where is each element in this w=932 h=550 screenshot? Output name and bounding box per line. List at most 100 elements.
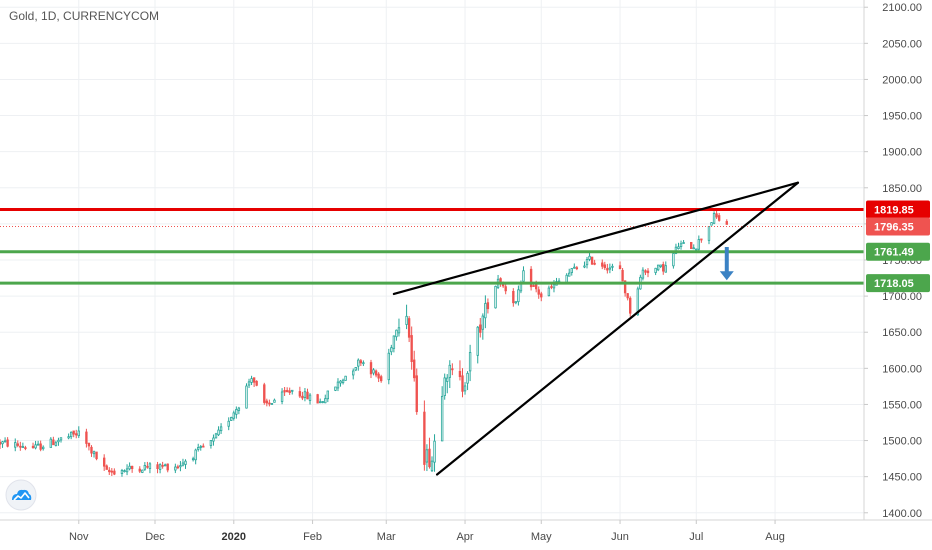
candle-up <box>179 465 182 468</box>
candle-up <box>514 301 518 304</box>
candle-up <box>34 444 37 449</box>
candle-up <box>143 465 147 470</box>
candle-up <box>570 268 573 273</box>
candle-down <box>105 465 108 470</box>
level-price-label: 1819.85 <box>874 205 914 217</box>
candle-down <box>458 370 462 378</box>
level-price-label: 1718.05 <box>874 278 914 290</box>
candle-down <box>623 280 627 294</box>
y-tick-label: 1900.00 <box>882 147 922 159</box>
candle-down <box>288 390 291 393</box>
candle-up <box>664 265 667 273</box>
candle-up <box>42 446 45 450</box>
candle-up <box>250 378 253 383</box>
candle-up <box>390 347 393 353</box>
candle-up <box>280 391 284 402</box>
candle-down <box>461 375 464 392</box>
candle-up <box>247 381 251 386</box>
candle-up <box>446 377 449 382</box>
candle-up <box>568 272 571 277</box>
time-axis[interactable] <box>0 520 932 550</box>
candle-up <box>308 394 312 401</box>
candle-up <box>707 226 711 241</box>
candle-up <box>468 352 472 372</box>
candle-down <box>428 448 431 468</box>
candle-down <box>110 470 113 473</box>
candle-down <box>6 439 9 447</box>
candle-down <box>379 376 383 382</box>
horizontal-levels <box>0 208 864 285</box>
candle-up <box>339 380 342 384</box>
candle-up <box>677 246 680 250</box>
candle-down <box>113 470 116 475</box>
y-tick-label: 1950.00 <box>882 111 922 123</box>
y-tick-label: 2050.00 <box>882 38 922 50</box>
level-price-badge <box>866 274 930 293</box>
candle-up <box>522 270 525 282</box>
candle-down <box>725 221 728 225</box>
level-price-label: 1796.35 <box>874 222 914 234</box>
candle-up <box>199 446 202 448</box>
x-tick-label: Jul <box>689 531 703 543</box>
candle-up <box>484 303 487 319</box>
candle-up <box>123 470 126 472</box>
candle-up <box>57 439 60 443</box>
candle-up <box>336 381 340 389</box>
candle-up <box>354 367 357 371</box>
candle-up <box>148 463 152 469</box>
candle-down <box>108 469 111 473</box>
candle-up <box>481 315 485 330</box>
candle-up <box>158 464 162 470</box>
candle-up <box>585 259 589 266</box>
candle-down <box>374 370 378 376</box>
candle-down <box>690 241 693 249</box>
candle-down <box>316 394 319 404</box>
candle-up <box>217 429 220 436</box>
candle-down <box>263 384 266 403</box>
candle-down <box>161 464 164 467</box>
candle-up <box>163 464 167 467</box>
candle-down <box>451 368 454 371</box>
x-tick-label: Dec <box>145 531 165 543</box>
candle-down <box>644 270 647 273</box>
x-tick-label: 2020 <box>222 531 246 543</box>
candle-up <box>291 389 294 392</box>
candle-up <box>636 288 640 316</box>
candle-down <box>423 411 426 465</box>
candle-down <box>39 443 42 450</box>
candle-down <box>377 373 380 379</box>
candle-up <box>697 239 701 250</box>
y-tick-label: 1500.00 <box>882 436 922 448</box>
trendline-wedge-upper <box>392 181 800 296</box>
candle-up <box>174 466 177 471</box>
candle-up <box>125 468 129 473</box>
candle-up <box>197 447 200 450</box>
candle-down <box>255 380 258 386</box>
candle-up <box>326 390 329 400</box>
candle-up <box>659 264 662 267</box>
tradingview-cloud-icon[interactable] <box>5 479 37 511</box>
x-tick-label: Mar <box>377 531 396 543</box>
x-tick-label: May <box>531 531 552 543</box>
time-axis-labels: Nov Dec 2020 Feb Mar Apr May Jun Jul Aug <box>69 520 785 543</box>
candle-up <box>209 440 213 446</box>
candle-up <box>128 465 131 470</box>
candle-up <box>682 242 685 244</box>
chart-grid <box>0 0 864 520</box>
candle-up <box>476 326 479 356</box>
candle-down <box>166 463 169 471</box>
candle-up <box>237 407 241 411</box>
candle-up <box>352 370 355 376</box>
candle-down <box>415 375 418 413</box>
downside-arrow <box>719 247 734 281</box>
candle-down <box>550 286 553 288</box>
candle-down <box>176 466 180 469</box>
level-price-labels: 1819.85 1796.35 1761.49 1718.05 <box>866 200 930 293</box>
candle-up <box>463 385 467 392</box>
candle-up <box>466 372 469 384</box>
candle-down <box>700 238 703 241</box>
level-price-label: 1761.49 <box>874 247 914 259</box>
candle-down <box>512 290 515 304</box>
candle-up <box>69 431 73 438</box>
